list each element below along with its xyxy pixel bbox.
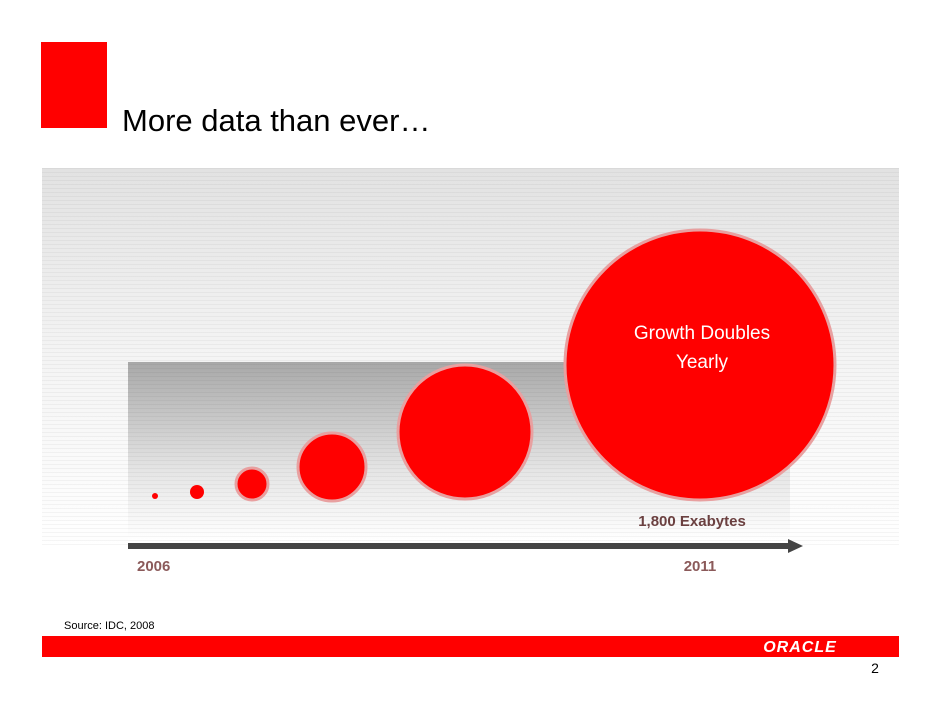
volume-label: 1,800 Exabytes — [638, 513, 746, 530]
circle — [234, 466, 270, 502]
circle — [396, 363, 534, 501]
circle — [296, 431, 368, 503]
circles — [152, 228, 837, 503]
circle — [152, 493, 158, 499]
page-number: 2 — [871, 660, 879, 676]
timeline-arrow — [788, 539, 803, 553]
slide-title: More data than ever… — [122, 103, 430, 138]
callout-line: Yearly — [676, 352, 729, 373]
callout-line: Growth Doubles — [634, 323, 770, 344]
circle — [190, 485, 204, 499]
logo: ORACLE — [763, 639, 837, 656]
timeline-end: 2011 — [684, 558, 717, 575]
timeline-start: 2006 — [137, 558, 170, 575]
footer-bar — [42, 636, 899, 657]
circle — [563, 228, 837, 502]
accent-square — [41, 42, 107, 128]
timeline-bar — [128, 543, 788, 549]
source-note: Source: IDC, 2008 — [64, 620, 155, 632]
